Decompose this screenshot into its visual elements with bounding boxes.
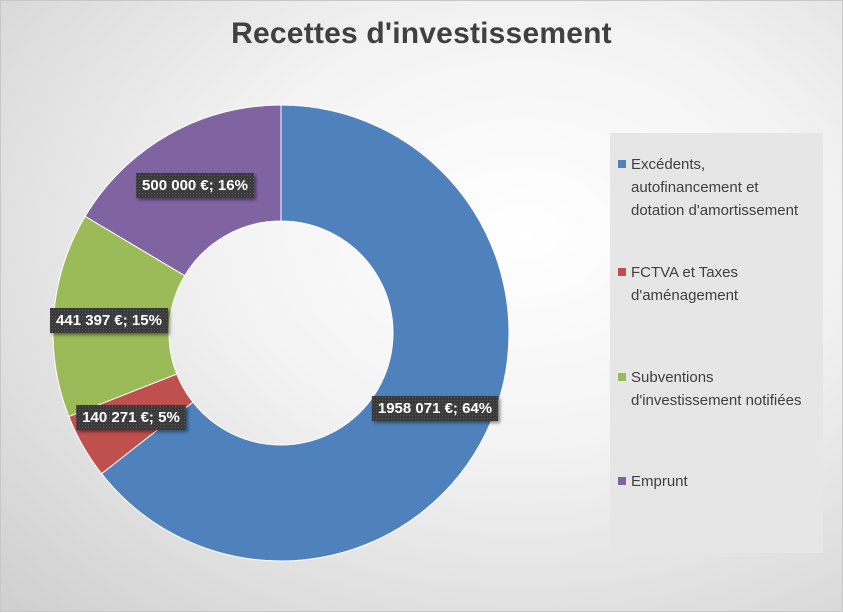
data-label: 140 271 €; 5%: [76, 405, 186, 430]
data-label-box: [371, 396, 499, 421]
data-label: 441 397 €; 15%: [50, 308, 168, 333]
data-label-box: [136, 173, 254, 198]
data-label-text: 441 397 €; 15%: [56, 312, 162, 329]
legend-label: Excédents, autofinancement et dotation d…: [631, 156, 799, 219]
data-label-text: 1958 071 €; 64%: [378, 400, 492, 417]
legend-swatch: [618, 268, 626, 276]
data-label-box: [76, 405, 186, 430]
labels-group: 1958 071 €; 64% 140 271 €; 5% 441 397 €; 1…: [50, 173, 499, 430]
legend-label: Emprunt: [631, 473, 688, 490]
chart-title: Recettes d'investissement: [231, 17, 612, 50]
legend-swatch: [618, 373, 626, 381]
legend-item: Subventions d'investissement notifiées: [618, 366, 826, 412]
donut-slice: [100, 104, 510, 562]
data-label: 500 000 €; 16%: [136, 173, 254, 198]
data-label-text: 500 000 €; 16%: [142, 177, 248, 194]
legend-label: Subventions d'investissement notifiées: [631, 369, 802, 409]
legend-label: FCTVA et Taxes d'aménagement: [631, 264, 739, 304]
legend-item: Emprunt: [618, 470, 826, 493]
data-label-box: [50, 308, 168, 333]
legend-swatch: [618, 477, 626, 485]
legend-swatch: [618, 160, 626, 168]
legend-item: FCTVA et Taxes d'aménagement: [618, 261, 826, 307]
data-label-text: 140 271 €; 5%: [82, 409, 180, 426]
legend: Excédents, autofinancement et dotation d…: [610, 133, 823, 553]
data-label: 1958 071 €; 64%: [371, 396, 499, 421]
legend-item: Excédents, autofinancement et dotation d…: [618, 153, 826, 222]
